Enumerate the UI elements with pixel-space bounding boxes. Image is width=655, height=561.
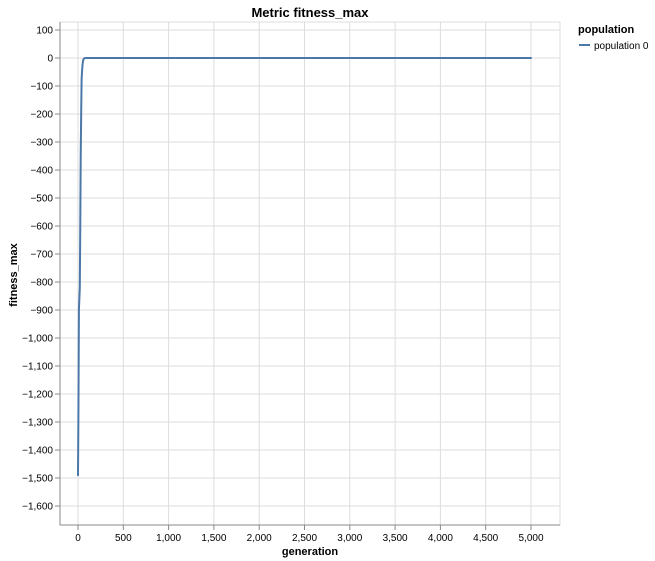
y-tick-label: −1,300 xyxy=(22,418,53,429)
y-tick-label: −1,000 xyxy=(22,334,53,345)
y-tick-label: −900 xyxy=(30,306,53,317)
legend-title: population xyxy=(578,24,634,36)
y-axis-title: fitness_max xyxy=(8,242,20,306)
series-line-population-0 xyxy=(77,57,532,477)
y-tick-label: 100 xyxy=(36,26,53,37)
x-tick-label: 5,000 xyxy=(518,533,543,544)
x-tick-label: 1,500 xyxy=(201,533,226,544)
y-tick-label: −1,400 xyxy=(22,446,53,457)
x-tick-label: 0 xyxy=(75,533,81,544)
series-layer xyxy=(77,57,532,477)
x-tick-label: 3,000 xyxy=(337,533,362,544)
x-tick-label: 1,000 xyxy=(156,533,181,544)
x-tick-label: 3,500 xyxy=(383,533,408,544)
x-tick-label: 4,500 xyxy=(473,533,498,544)
y-axis: 100 0 −100 −200 −300 −400 −500 −600 −700 −800 −900… xyxy=(22,22,61,525)
y-tick-label: −1,100 xyxy=(22,362,53,373)
y-tick-label: −500 xyxy=(30,194,53,205)
y-tick-label: −200 xyxy=(30,110,53,121)
y-tick-label: −1,200 xyxy=(22,390,53,401)
y-tick-label: −300 xyxy=(30,138,53,149)
y-tick-label: −100 xyxy=(30,82,53,93)
y-tick-label: −600 xyxy=(30,222,53,233)
y-tick-label: −400 xyxy=(30,166,53,177)
x-tick-label: 4,000 xyxy=(428,533,453,544)
y-tick-label: 0 xyxy=(47,54,53,65)
plot-area xyxy=(59,21,561,526)
x-tick-label: 2,500 xyxy=(292,533,317,544)
legend-label-population-0: population 0 xyxy=(594,41,649,52)
y-tick-label: −1,600 xyxy=(22,502,53,513)
x-tick-label: 500 xyxy=(115,533,132,544)
x-axis-title: generation xyxy=(282,546,339,558)
chart-title: Metric fitness_max xyxy=(251,5,369,20)
x-tick-label: 2,000 xyxy=(247,533,272,544)
legend: population population 0 xyxy=(578,24,649,52)
y-tick-label: −700 xyxy=(30,250,53,261)
x-axis: 0 500 1,000 1,500 2,000 2,500 3,000 3,500 4,000 4… xyxy=(60,524,560,544)
plot-background xyxy=(59,21,561,526)
y-tick-label: −800 xyxy=(30,278,53,289)
y-tick-label: −1,500 xyxy=(22,474,53,485)
